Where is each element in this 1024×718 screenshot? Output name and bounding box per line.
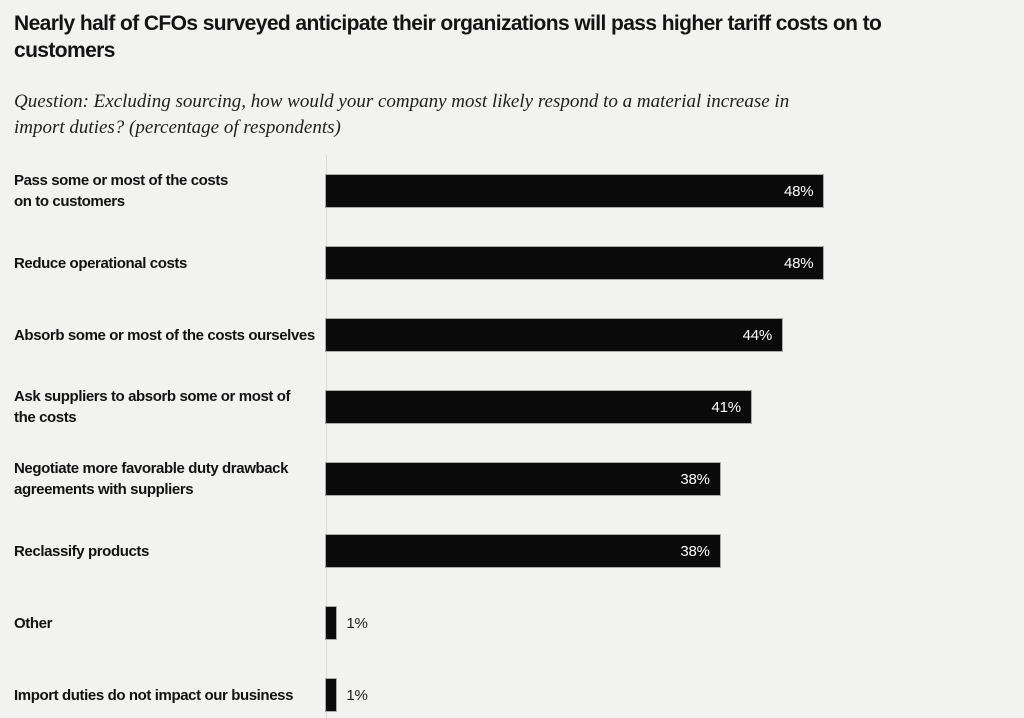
bar: 38% xyxy=(326,463,720,495)
y-axis-line xyxy=(326,155,327,718)
chart-row: Reduce operational costs 48% xyxy=(14,227,1010,299)
bar: 48% xyxy=(326,247,824,279)
chart-row: Import duties do not impact our business… xyxy=(14,659,1010,718)
chart-row: Negotiate more favorable duty drawback ag… xyxy=(14,443,1010,515)
category-label: Reclassify products xyxy=(14,542,149,560)
chart-row: Ask suppliers to absorb some or most of t… xyxy=(14,371,1010,443)
bar-cell: 44% xyxy=(326,299,1010,371)
category-label: Absorb some or most of the costs ourselv… xyxy=(14,326,315,344)
bar-cell: 1% xyxy=(326,659,1010,718)
chart-row: Other 1% xyxy=(14,587,1010,659)
value-label: 48% xyxy=(784,182,814,200)
chart-rows: Pass some or most of the costs on to cust… xyxy=(14,155,1010,718)
category-label: Reduce operational costs xyxy=(14,254,187,272)
bar xyxy=(326,679,337,711)
chart-area: Pass some or most of the costs on to cust… xyxy=(14,155,1010,718)
value-label: 48% xyxy=(784,254,814,272)
category-label: Ask suppliers to absorb some or most of t… xyxy=(14,388,291,426)
value-label: 41% xyxy=(711,398,741,416)
bar-cell: 48% xyxy=(326,227,1010,299)
bar: 38% xyxy=(326,535,720,567)
value-label: 38% xyxy=(680,542,710,560)
bar-cell: 38% xyxy=(326,515,1010,587)
value-label: 1% xyxy=(346,614,368,632)
bar-cell: 38% xyxy=(326,443,1010,515)
chart-row: Reclassify products 38% xyxy=(14,515,1010,587)
chart-row: Absorb some or most of the costs ourselv… xyxy=(14,299,1010,371)
category-label: Pass some or most of the costs on to cust… xyxy=(14,172,228,210)
bar-cell: 41% xyxy=(326,371,1010,443)
bar: 41% xyxy=(326,391,751,423)
category-label: Import duties do not impact our business xyxy=(14,686,294,704)
chart-row: Pass some or most of the costs on to cust… xyxy=(14,155,1010,227)
bar: 44% xyxy=(326,319,782,351)
category-label: Other xyxy=(14,614,53,632)
value-label: 44% xyxy=(742,326,773,344)
chart-subtitle: Question: Excluding sourcing, how would … xyxy=(14,91,790,138)
category-label: Negotiate more favorable duty drawback ag… xyxy=(14,460,289,498)
value-label: 38% xyxy=(680,470,710,488)
bar-cell: 1% xyxy=(326,587,1010,659)
value-label: 1% xyxy=(346,686,368,704)
chart-title: Nearly half of CFOs surveyed anticipate … xyxy=(14,12,882,62)
bar xyxy=(326,607,337,639)
bar-cell: 48% xyxy=(326,155,1010,227)
bar: 48% xyxy=(326,175,824,207)
